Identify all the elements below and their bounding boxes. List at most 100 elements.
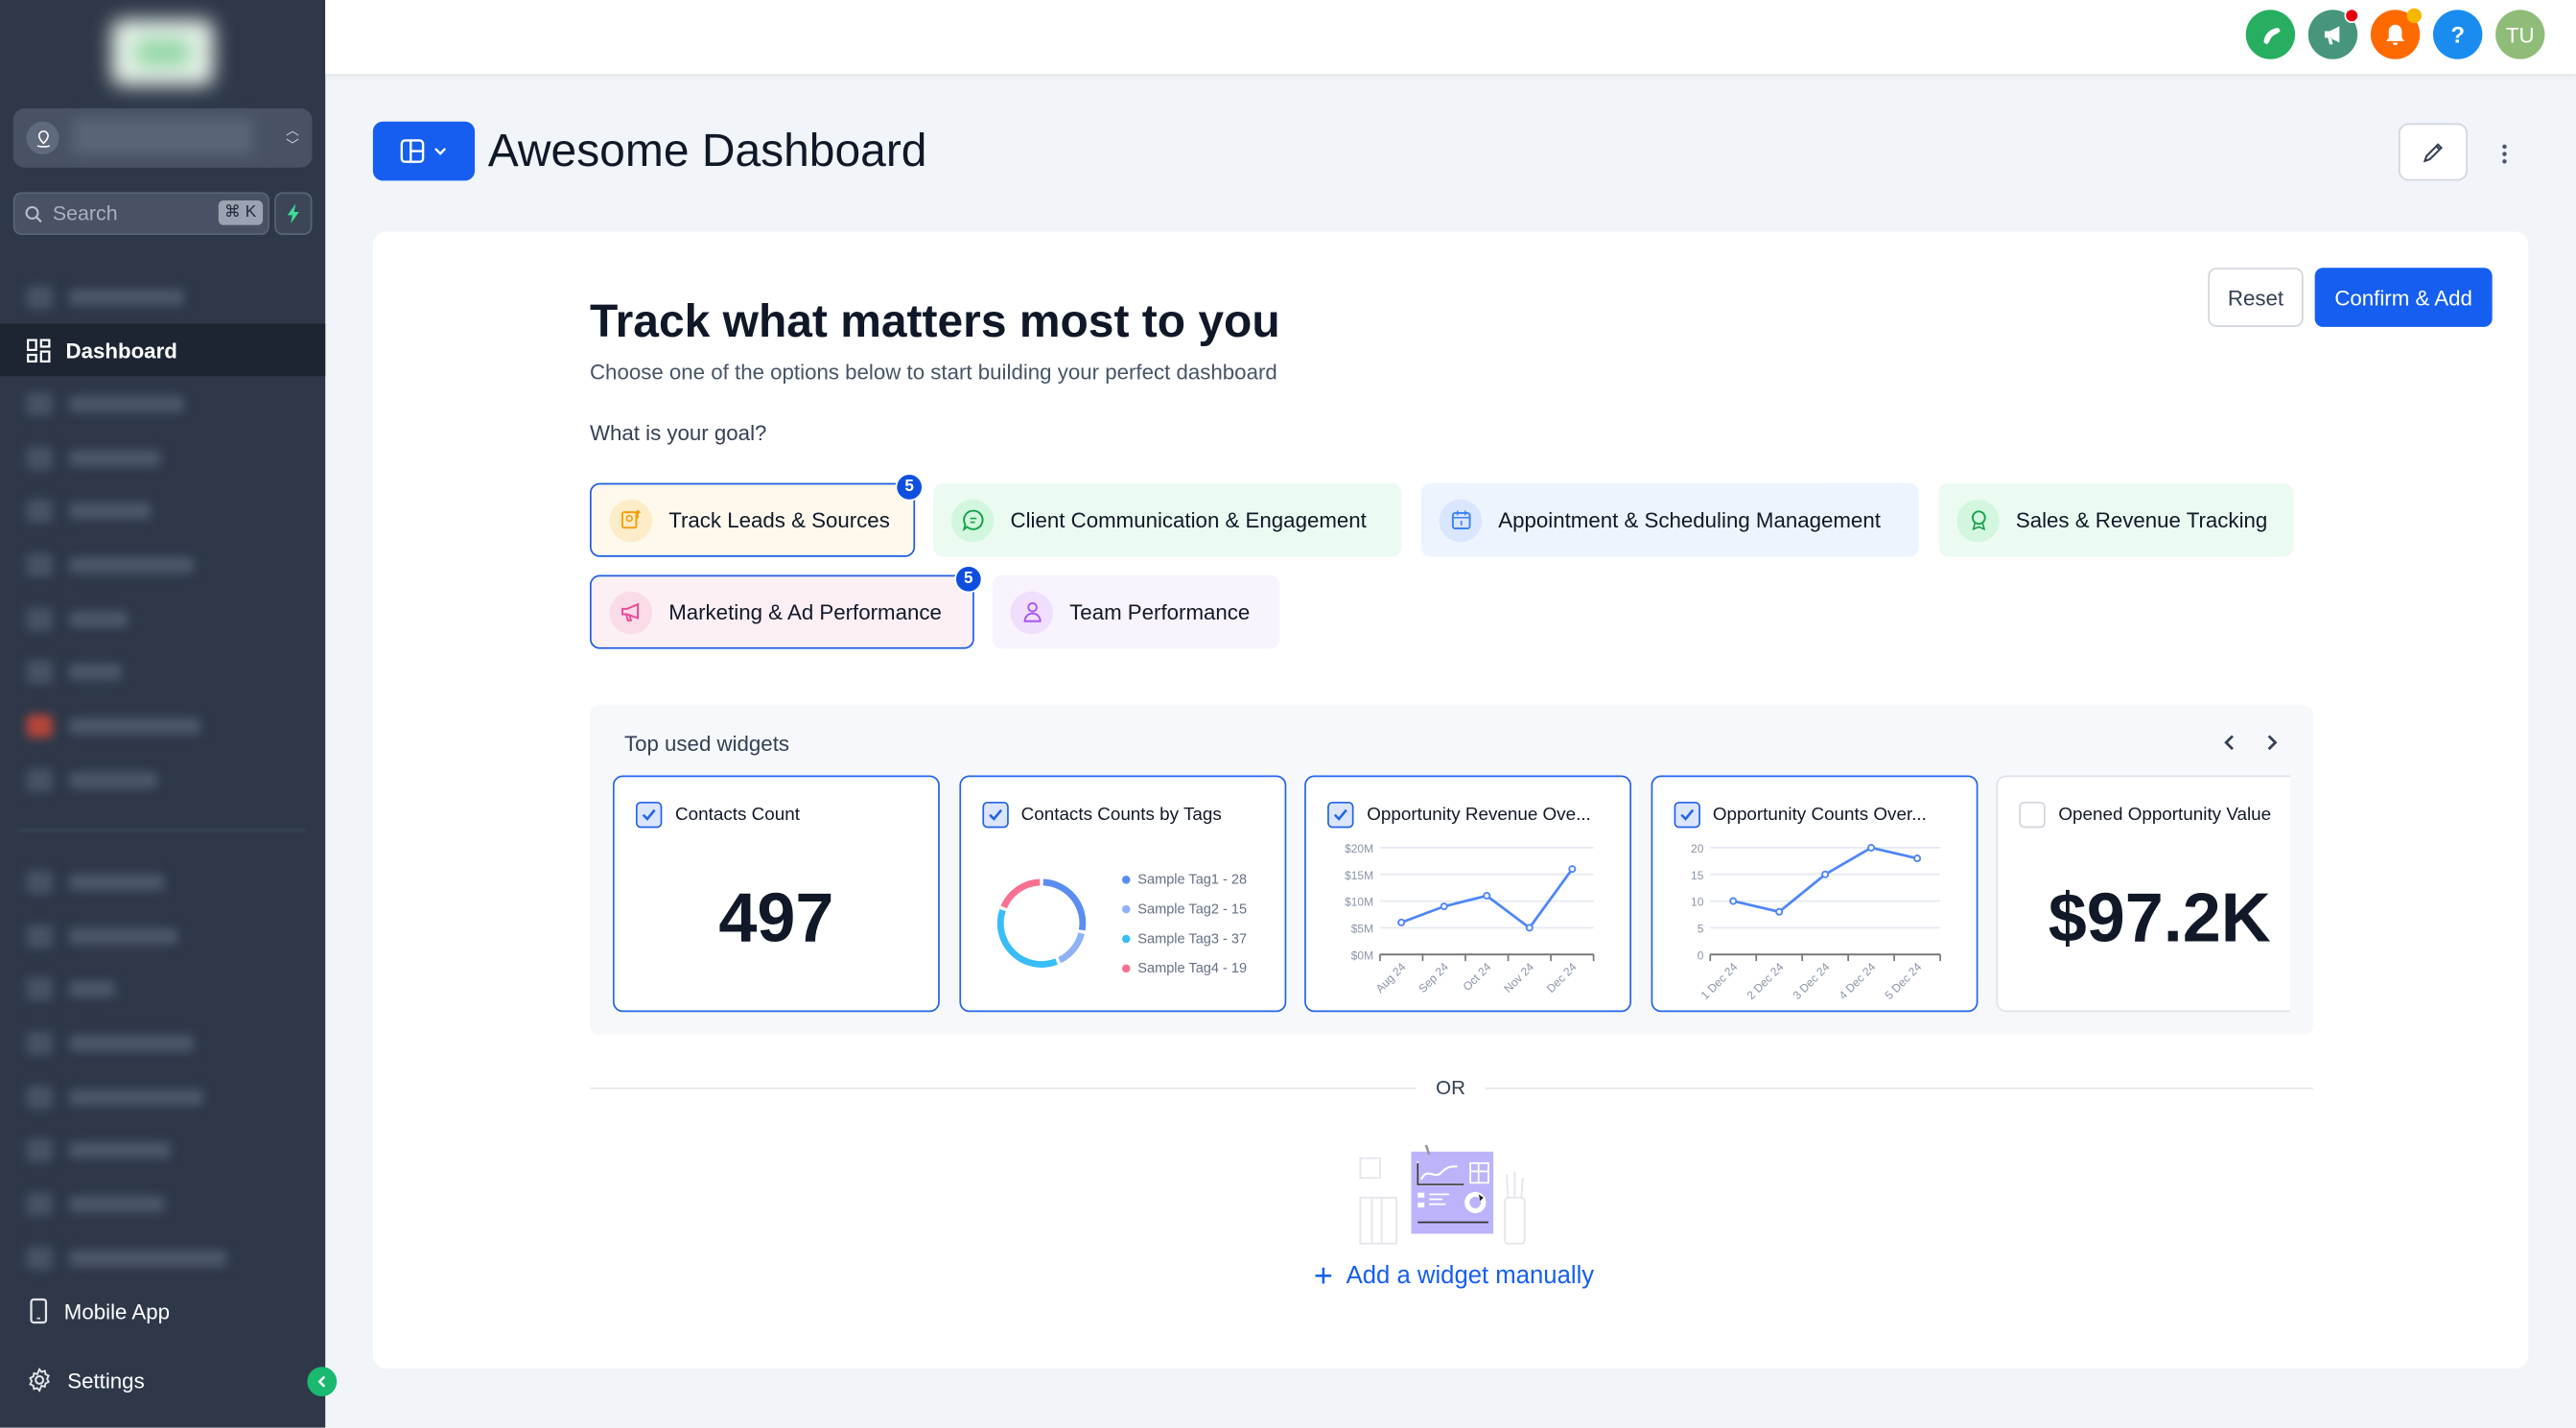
sidebar-item-blurred[interactable] (26, 607, 129, 631)
widget-checkbox[interactable] (635, 801, 663, 829)
goal-chip-label: Track Leads & Sources (668, 507, 890, 533)
sidebar-item-dashboard[interactable]: Dashboard (0, 323, 326, 377)
notifications-button[interactable] (2370, 8, 2422, 59)
donut-slice (999, 878, 1040, 909)
sidebar-item-blurred[interactable] (26, 1086, 204, 1110)
data-point (1525, 924, 1534, 932)
goal-chip[interactable]: Track Leads & Sources 5 (589, 473, 924, 557)
avatar-initials: TU (2505, 22, 2535, 47)
kebab-icon (2501, 142, 2507, 164)
goal-chip[interactable]: Appointment & Scheduling Management (1420, 482, 1919, 557)
widget-title-row: Opportunity Counts Over... (1673, 801, 1927, 829)
sidebar-item-blurred[interactable] (26, 714, 200, 738)
more-options-button[interactable] (2491, 136, 2517, 169)
quick-actions-button[interactable] (274, 192, 313, 235)
widget-card[interactable]: Opportunity Counts Over... 0 5 10 15 20 1 Dec … (1650, 775, 1978, 1013)
chevron-left-icon (317, 1375, 326, 1388)
widget-checkbox[interactable] (2019, 801, 2046, 829)
legend-item: Sample Tag2 - 15 (1121, 894, 1247, 924)
confirm-add-button[interactable]: Confirm & Add (2314, 268, 2493, 327)
goal-chip[interactable]: Client Communication & Engagement (932, 482, 1402, 557)
widget-card[interactable]: Contacts Counts by Tags Sample Tag1 - 28 S… (958, 775, 1286, 1013)
goal-chip-label: Client Communication & Engagement (1010, 507, 1367, 533)
goal-chip[interactable]: Marketing & Ad Performance 5 (589, 565, 983, 649)
calendar-icon (1439, 498, 1483, 542)
add-widget-manually-link[interactable]: + Add a widget manually (1298, 1259, 1609, 1292)
legend-dot (1121, 964, 1130, 973)
widget-value: $97.2K (2048, 878, 2271, 956)
widget-title: Opportunity Revenue Ove... (1367, 805, 1591, 825)
legend-item: Sample Tag4 - 19 (1121, 953, 1247, 983)
sidebar-item-blurred[interactable] (26, 499, 152, 523)
widget-checkbox[interactable] (981, 801, 1008, 829)
sidebar-item-blurred[interactable] (26, 1247, 227, 1271)
dashboard-switcher-button[interactable] (372, 121, 476, 181)
announcements-button[interactable] (2307, 8, 2359, 59)
sidebar-item-blurred[interactable] (26, 1138, 172, 1162)
sidebar-item-blurred[interactable] (26, 1031, 195, 1055)
setup-heading: Track what matters most to you (589, 295, 1280, 347)
y-tick-label: $0M (1351, 948, 1373, 962)
sidebar-item-blurred[interactable] (26, 1192, 165, 1216)
reset-button[interactable]: Reset (2208, 268, 2304, 327)
widget-card[interactable]: Contacts Count 497 (612, 775, 940, 1013)
phone-button[interactable] (2245, 10, 2296, 59)
y-tick-label: 20 (1690, 842, 1703, 855)
goal-chip-label: Appointment & Scheduling Management (1498, 507, 1881, 533)
legend-item: Sample Tag1 - 28 (1121, 864, 1247, 894)
sidebar-item-label: Mobile App (63, 1299, 171, 1323)
goal-chip[interactable]: Team Performance (992, 574, 1280, 649)
collapse-sidebar-button[interactable] (307, 1367, 338, 1397)
carousel-next-button[interactable] (2262, 731, 2283, 761)
sidebar-item-mobile-app[interactable]: Mobile App (0, 1285, 325, 1338)
avatar[interactable]: TU (2495, 10, 2545, 59)
donut-slice (996, 908, 1058, 968)
data-point (1866, 843, 1875, 852)
setup-subheading: Choose one of the options below to start… (589, 360, 1277, 385)
widget-illustration (1359, 1144, 1526, 1245)
sidebar-item-blurred[interactable] (26, 925, 178, 948)
search-input[interactable]: Search ⌘ K (12, 192, 269, 235)
notification-dot (2406, 8, 2422, 23)
data-point (1912, 854, 1921, 863)
goal-chip[interactable]: Sales & Revenue Tracking (1938, 482, 2294, 557)
legend-label: Sample Tag1 - 28 (1137, 870, 1248, 888)
widget-title-row: Contacts Counts by Tags (981, 801, 1222, 829)
sidebar-item-blurred[interactable] (26, 446, 161, 470)
megaphone-icon (609, 590, 653, 634)
sidebar-item-settings[interactable]: Settings (0, 1354, 325, 1407)
widget-checkbox[interactable] (1327, 801, 1354, 829)
widget-card[interactable]: Opportunity Revenue Ove... $0M $5M $10M $15M… (1304, 775, 1632, 1013)
selected-count-badge: 5 (954, 565, 983, 594)
sidebar-item-blurred[interactable] (26, 768, 158, 792)
sidebar-item-blurred[interactable] (26, 870, 165, 894)
widget-carousel: Contacts Count 497 Contacts Counts by Tags… (612, 705, 2290, 1035)
donut-legend: Sample Tag1 - 28 Sample Tag2 - 15 Sample T… (1121, 864, 1247, 982)
goal-chip-label: Team Performance (1069, 599, 1251, 624)
location-switcher[interactable]: ︿ ﹀ (12, 108, 313, 168)
sidebar-divider (19, 830, 306, 831)
widget-title-row: Opened Opportunity Value (2019, 801, 2271, 829)
x-tick-label: 1 Dec 24 (1698, 960, 1740, 1002)
widget-value: 497 (718, 878, 834, 956)
x-tick-label: Nov 24 (1501, 960, 1536, 995)
donut-slice (1042, 878, 1086, 931)
sidebar-item-blurred[interactable] (26, 977, 115, 1001)
sidebar-item-blurred[interactable] (26, 392, 184, 416)
chevron-right-icon (2267, 735, 2278, 751)
carousel-prev-button[interactable] (2219, 731, 2239, 761)
edit-dashboard-button[interactable] (2398, 123, 2468, 181)
sidebar-item-blurred[interactable] (26, 553, 195, 577)
x-tick-label: Aug 24 (1373, 960, 1409, 995)
widget-checkbox[interactable] (1673, 801, 1700, 829)
help-button[interactable]: ? (2432, 10, 2483, 59)
widget-card[interactable]: Opened Opportunity Value $97.2K (1996, 775, 2290, 1013)
sidebar-item-blurred[interactable] (26, 660, 122, 684)
sidebar-item-blurred[interactable] (26, 286, 184, 310)
x-tick-label: 3 Dec 24 (1790, 960, 1832, 1002)
goal-label: What is your goal? (589, 420, 767, 446)
company-logo[interactable] (111, 19, 214, 86)
y-tick-label: $20M (1345, 842, 1373, 855)
lead-upload-icon (609, 498, 653, 542)
layout-icon (400, 139, 425, 163)
